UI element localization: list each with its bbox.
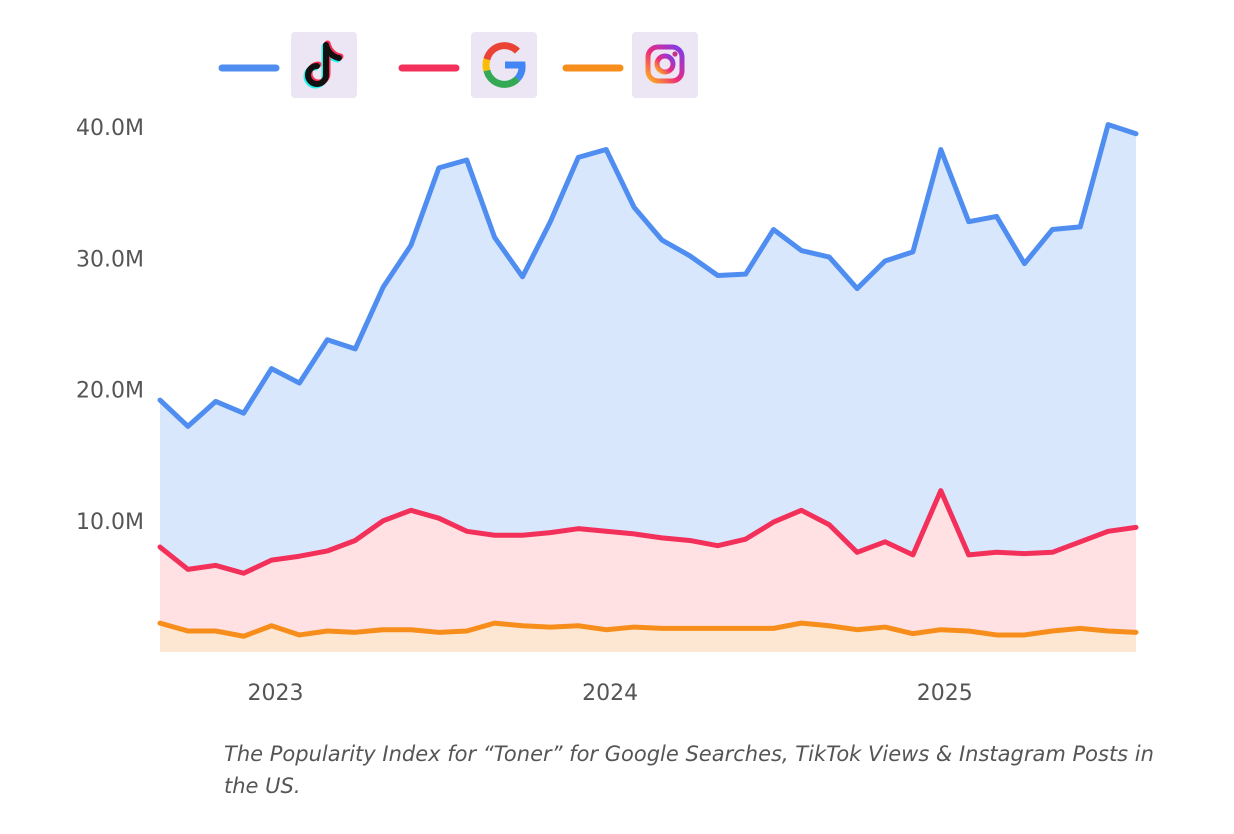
x-tick-label: 2025	[917, 681, 973, 706]
legend-item-tiktok	[218, 32, 357, 98]
y-tick-label: 40.0M	[76, 116, 144, 141]
legend-icon-tile-instagram	[632, 32, 698, 98]
legend-item-google	[398, 32, 537, 98]
y-axis: 10.0M 20.0M 30.0M 40.0M	[76, 116, 144, 535]
x-axis: 2023 2024 2025	[248, 681, 973, 706]
chart-caption: The Popularity Index for “Toner” for Goo…	[224, 742, 1154, 798]
area-tiktok	[160, 490, 1136, 652]
x-tick-label: 2023	[248, 681, 304, 706]
x-tick-label: 2024	[582, 681, 638, 706]
area-layer	[160, 124, 1136, 652]
line-layer	[157, 122, 1139, 639]
y-tick-label: 10.0M	[76, 510, 144, 535]
legend-item-instagram	[562, 32, 698, 98]
google-icon	[482, 42, 526, 88]
line-google	[157, 122, 1139, 429]
instagram-icon	[645, 44, 685, 84]
line-tiktok	[157, 488, 1139, 576]
tiktok-icon	[303, 40, 344, 89]
y-tick-label: 20.0M	[76, 379, 144, 404]
legend	[218, 32, 698, 98]
line-instagram	[157, 620, 1139, 639]
y-tick-label: 30.0M	[76, 247, 144, 272]
legend-icon-tile-google	[471, 32, 537, 98]
